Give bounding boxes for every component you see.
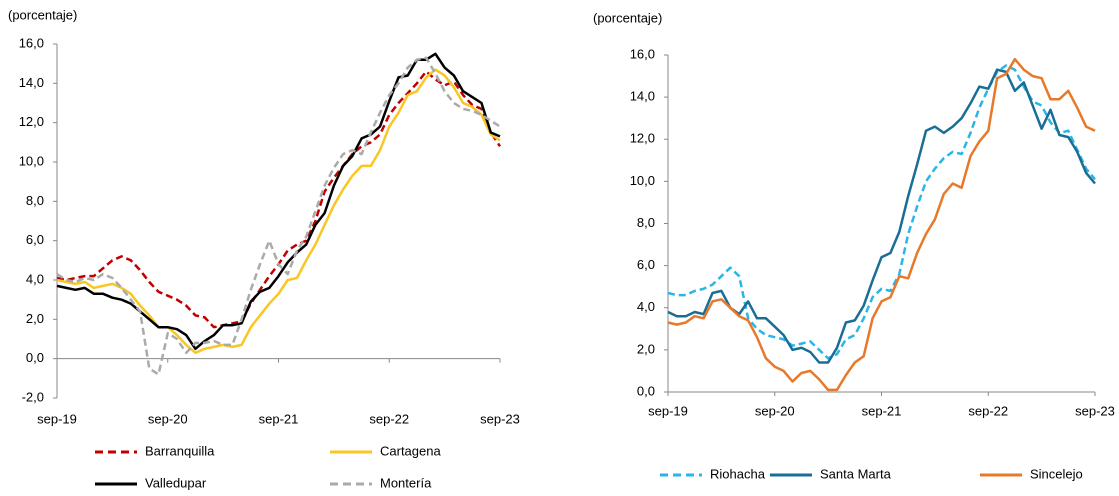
y-tick-label: -2,0 — [22, 389, 44, 404]
line-series — [667, 68, 1096, 364]
y-tick-label: 10,0 — [630, 173, 655, 188]
y-tick-label: 12,0 — [630, 131, 655, 146]
line-series — [667, 57, 1096, 392]
legend-label: Santa Marta — [820, 466, 892, 481]
y-axis-label: (porcentaje) — [8, 7, 77, 22]
y-tick-label: 12,0 — [19, 114, 44, 129]
y-tick-label: 16,0 — [19, 35, 44, 50]
legend-label: Cartagena — [380, 443, 441, 458]
line-series — [56, 68, 501, 355]
y-tick-label: 4,0 — [637, 299, 655, 314]
y-tick-label: 8,0 — [26, 193, 44, 208]
y-tick-label: 6,0 — [26, 232, 44, 247]
x-tick-label: sep-22 — [968, 403, 1008, 418]
y-tick-label: 2,0 — [26, 311, 44, 326]
y-tick-label: 6,0 — [637, 257, 655, 272]
x-tick-label: sep-19 — [648, 403, 688, 418]
x-tick-label: sep-23 — [1075, 403, 1115, 418]
legend-label: Valledupar — [145, 475, 207, 490]
y-tick-label: 0,0 — [26, 350, 44, 365]
legend-label: Barranquilla — [145, 443, 215, 458]
x-tick-label: sep-21 — [259, 411, 299, 426]
y-axis-label: (porcentaje) — [593, 10, 662, 25]
line-series — [56, 52, 501, 351]
legend-label: Sincelejo — [1030, 466, 1083, 481]
y-tick-label: 2,0 — [637, 341, 655, 356]
legend-label: Montería — [380, 475, 432, 490]
x-tick-label: sep-22 — [369, 411, 409, 426]
y-tick-label: 10,0 — [19, 153, 44, 168]
y-tick-label: 16,0 — [630, 46, 655, 61]
line-series — [667, 64, 1096, 360]
x-tick-label: sep-19 — [37, 411, 77, 426]
y-tick-label: 8,0 — [637, 215, 655, 230]
legend-label: Riohacha — [710, 466, 766, 481]
x-tick-label: sep-20 — [148, 411, 188, 426]
y-tick-label: 14,0 — [630, 89, 655, 104]
x-tick-label: sep-20 — [755, 403, 795, 418]
y-tick-label: 14,0 — [19, 75, 44, 90]
x-tick-label: sep-21 — [862, 403, 902, 418]
y-tick-label: 0,0 — [637, 383, 655, 398]
line-series — [56, 56, 501, 376]
y-tick-label: 4,0 — [26, 271, 44, 286]
x-tick-label: sep-23 — [480, 411, 520, 426]
